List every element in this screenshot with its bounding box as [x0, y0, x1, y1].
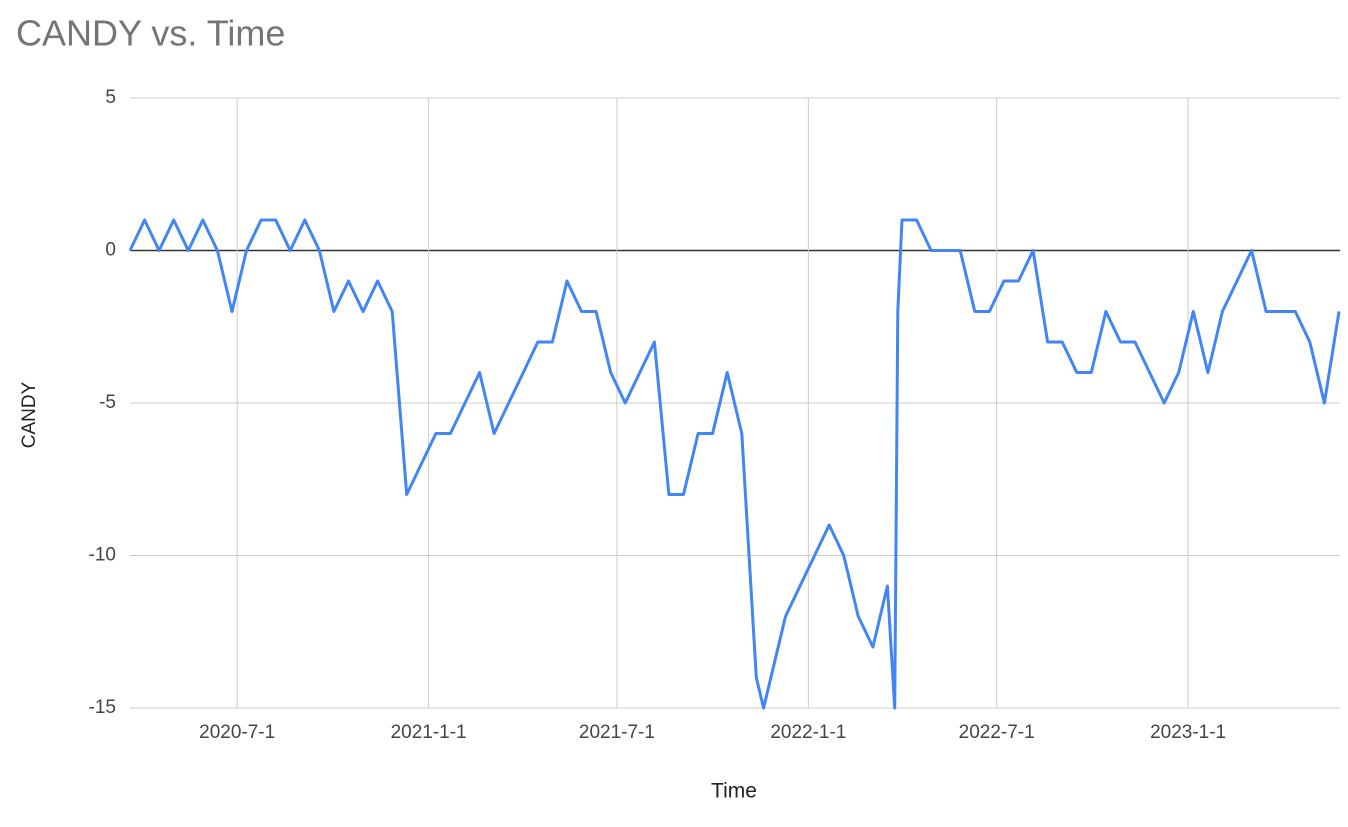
y-tick-label: 0 [105, 240, 116, 261]
y-tick-label: -10 [89, 545, 116, 566]
x-tick-label: 2021-7-1 [579, 722, 655, 743]
y-tick-label: -15 [89, 697, 116, 718]
y-tick-label: -5 [99, 392, 116, 413]
y-tick-label: 5 [105, 87, 116, 108]
data-line [128, 218, 1341, 710]
x-tick-label: 2021-1-1 [391, 722, 467, 743]
y-axis-label: CANDY [19, 381, 40, 448]
chart-title: CANDY vs. Time [16, 13, 285, 54]
x-tick-label: 2022-7-1 [959, 722, 1035, 743]
x-tick-label: 2023-1-1 [1150, 722, 1226, 743]
x-tick-label: 2022-1-1 [770, 722, 846, 743]
x-tick-label: 2020-7-1 [199, 722, 275, 743]
x-axis-label: Time [711, 780, 757, 803]
